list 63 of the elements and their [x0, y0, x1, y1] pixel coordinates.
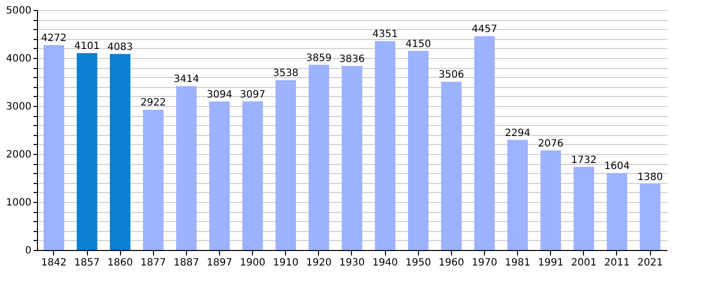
x-tick-label: 1842	[41, 258, 67, 268]
x-tick-label: 1860	[107, 258, 133, 268]
x-tick-label: 1981	[504, 258, 530, 268]
x-tick-label: 2021	[637, 258, 663, 268]
x-tick-label: 1930	[339, 258, 365, 268]
data-label: 2922	[140, 98, 166, 109]
bar	[507, 140, 528, 250]
bar	[342, 66, 362, 250]
data-label: 1732	[571, 154, 597, 166]
y-tick-label: 2000	[6, 150, 32, 160]
data-label: 1380	[637, 172, 663, 183]
x-tick-label: 1897	[206, 258, 232, 268]
bar	[408, 50, 429, 250]
x-tick-label: 1887	[174, 258, 200, 268]
data-label: 3097	[240, 89, 266, 100]
bar	[540, 150, 562, 250]
data-label: 4351	[372, 29, 398, 40]
bar	[374, 41, 396, 250]
x-tick-label: 1940	[372, 258, 398, 268]
data-label: 4457	[472, 24, 498, 36]
x-tick-label: 1910	[273, 258, 298, 268]
bar	[275, 80, 296, 250]
y-tick-label: 4000	[6, 54, 32, 64]
data-label: 3094	[206, 89, 232, 100]
data-label: 2294	[504, 128, 530, 139]
data-label: 1604	[604, 161, 630, 172]
x-tick-label: 1900	[240, 258, 266, 268]
bar	[242, 101, 263, 250]
x-tick-label: 2001	[571, 258, 597, 268]
bar	[640, 184, 660, 250]
x-tick-label: 1857	[74, 258, 100, 268]
x-tick-label: 1877	[140, 258, 166, 268]
data-label: 3859	[306, 52, 332, 64]
data-label: 4083	[107, 42, 133, 54]
data-label: 3538	[273, 68, 298, 80]
x-tick-label: 1960	[438, 258, 464, 268]
x-tick-label: 2011	[604, 258, 630, 268]
bar	[44, 44, 64, 250]
y-tick-label: 5000	[6, 6, 32, 16]
bar	[76, 53, 98, 250]
data-label: 2076	[538, 138, 564, 150]
data-label: 4150	[406, 38, 431, 50]
data-label: 3414	[174, 74, 200, 86]
bar	[474, 36, 495, 250]
bar	[142, 110, 164, 250]
bar	[606, 173, 628, 250]
data-label: 3506	[438, 70, 464, 81]
data-label: 4272	[41, 32, 67, 44]
data-label: 4101	[74, 41, 100, 52]
bar	[308, 64, 330, 250]
bar	[209, 101, 230, 250]
y-tick-label: 3000	[6, 102, 32, 112]
y-tick-label: 0	[25, 246, 32, 256]
x-tick-label: 1970	[472, 258, 498, 268]
bar	[441, 82, 462, 250]
y-tick-label: 1000	[6, 198, 32, 208]
bar	[574, 166, 594, 250]
bar	[110, 54, 130, 250]
x-tick-label: 1920	[306, 258, 332, 268]
bar	[176, 86, 197, 250]
x-tick-label: 1950	[406, 258, 431, 268]
x-tick-label: 1991	[538, 258, 564, 268]
data-label: 3836	[339, 54, 365, 65]
